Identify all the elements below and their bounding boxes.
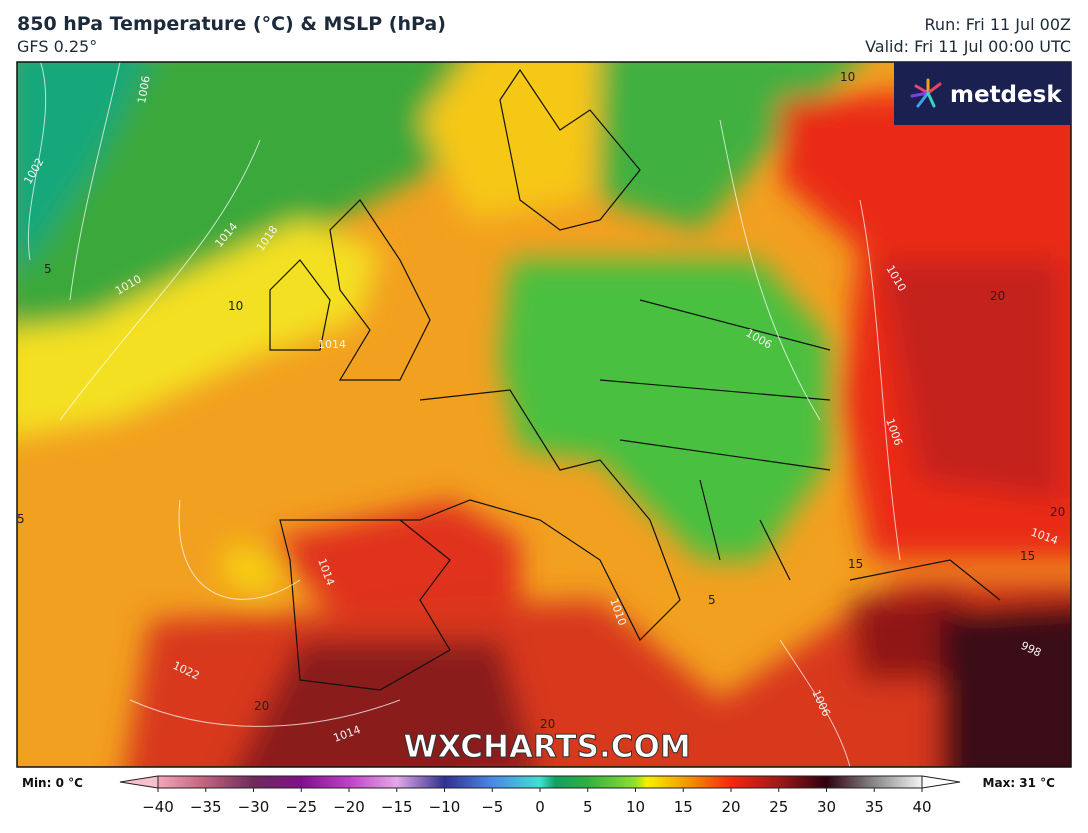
colorbar-tick-label: 5 — [583, 798, 593, 816]
isotherm-label: 20 — [990, 289, 1005, 303]
isotherm-label: 10 — [840, 70, 855, 84]
colorbar-tick-label: 25 — [769, 798, 788, 816]
isotherm-label: 5 — [708, 593, 716, 607]
colorbar-tick-label: 20 — [721, 798, 740, 816]
run-time: Run: Fri 11 Jul 00Z — [924, 15, 1071, 34]
isotherm-label: 5 — [17, 512, 25, 526]
colorbar-end-low — [119, 775, 159, 789]
colorbar-tick-label: 10 — [626, 798, 645, 816]
colorbar-tick-label: −5 — [481, 798, 503, 816]
isotherm-label: 20 — [540, 717, 555, 731]
colorbar-tick-label: 15 — [674, 798, 693, 816]
colorbar-tick-label: 35 — [865, 798, 884, 816]
isotherm-label: 20 — [254, 699, 269, 713]
colorbar: −40 −35 −30 −25 −20 −15 −10 −5 0 5 10 15 20 25 30 35 40 — [119, 775, 961, 816]
valid-time: Valid: Fri 11 Jul 00:00 UTC — [865, 37, 1071, 56]
isotherm-label: 15 — [1020, 549, 1035, 563]
colorbar-ramp — [158, 776, 922, 788]
max-label: Max: 31 °C — [983, 776, 1056, 790]
isotherm-labels: 10 5 10 5 20 15 5 20 20 15 20 — [17, 70, 1065, 731]
subtitle: GFS 0.25° — [17, 37, 98, 56]
colorbar-tick-label: −40 — [142, 798, 174, 816]
watermark: WXCHARTS.COM — [403, 729, 690, 765]
colorbar-tick-label: 40 — [912, 798, 931, 816]
colorbar-tick-label: −10 — [429, 798, 461, 816]
isobar-label: 1014 — [318, 338, 346, 351]
colorbar-tick-label: −20 — [333, 798, 365, 816]
colorbar-tick-label: −30 — [238, 798, 270, 816]
colorbar-end-high — [921, 775, 961, 789]
map: 1006 1002 1014 1018 1010 1022 1014 1014 … — [17, 62, 1071, 767]
logo-icon — [910, 78, 942, 108]
isotherm-label: 5 — [44, 262, 52, 276]
isobar-label: 1006 — [135, 75, 153, 105]
colorbar-tick-label: −35 — [190, 798, 222, 816]
isotherm-label: 20 — [1050, 505, 1065, 519]
isotherm-label: 15 — [848, 557, 863, 571]
isotherm-label: 10 — [228, 299, 243, 313]
colorbar-tick-label: 30 — [817, 798, 836, 816]
min-label: Min: 0 °C — [22, 776, 83, 790]
colorbar-tick-label: −25 — [285, 798, 317, 816]
colorbar-tick-label: −15 — [381, 798, 413, 816]
logo-text: metdesk — [950, 82, 1062, 108]
colorbar-tick-label: 0 — [535, 798, 545, 816]
title: 850 hPa Temperature (°C) & MSLP (hPa) — [17, 13, 446, 35]
